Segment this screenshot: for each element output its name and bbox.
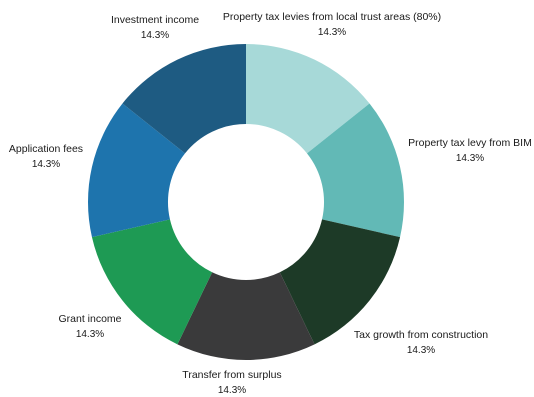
donut-slice-2 <box>306 103 404 238</box>
slice-label-5: Grant income <box>58 313 121 325</box>
slice-labels: Property tax levies from local trust are… <box>9 11 532 396</box>
slice-label-6: Application fees <box>9 143 83 155</box>
donut-slice-5 <box>91 219 213 345</box>
slice-value-4: 14.3% <box>218 385 246 396</box>
donut-slice-3 <box>279 219 401 345</box>
slice-value-7: 14.3% <box>141 30 169 41</box>
slice-value-1: 14.3% <box>318 27 346 38</box>
slice-value-5: 14.3% <box>76 329 104 340</box>
slice-value-2: 14.3% <box>456 153 484 164</box>
donut-slices <box>88 44 404 360</box>
donut-slice-1 <box>246 44 370 154</box>
slice-label-7: Investment income <box>111 14 199 26</box>
donut-slice-7 <box>122 44 246 154</box>
slice-label-4: Transfer from surplus <box>182 369 281 381</box>
slice-value-6: 14.3% <box>32 159 60 170</box>
slice-label-2: Property tax levy from BIM <box>408 137 532 149</box>
donut-slice-4 <box>177 272 315 360</box>
slice-label-3: Tax growth from construction <box>354 329 488 341</box>
slice-label-1: Property tax levies from local trust are… <box>223 11 441 23</box>
donut-slice-6 <box>88 103 186 238</box>
slice-value-3: 14.3% <box>407 345 435 356</box>
